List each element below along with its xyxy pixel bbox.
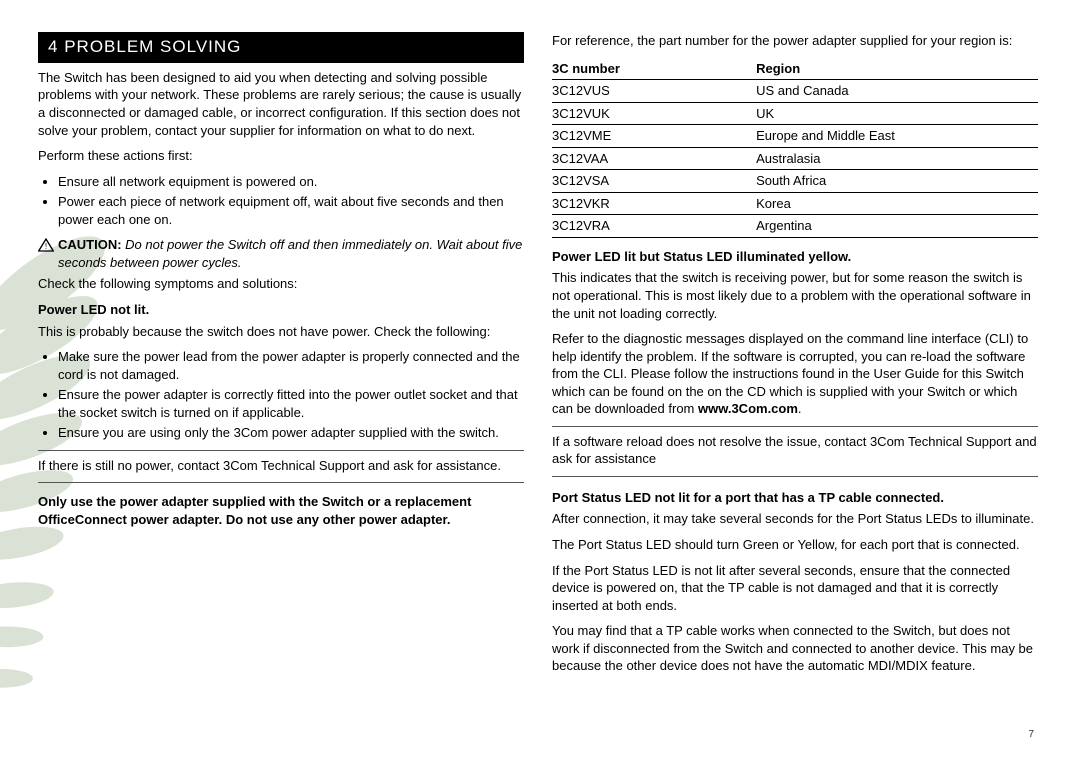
power-adapter-warning: Only use the power adapter supplied with… bbox=[38, 493, 524, 528]
page-number: 7 bbox=[1028, 728, 1034, 742]
symptom-1-text: This is probably because the switch does… bbox=[38, 323, 524, 341]
warning-triangle-icon: ! bbox=[38, 238, 54, 252]
table-row: 3C12VUKUK bbox=[552, 102, 1038, 125]
svg-text:!: ! bbox=[45, 242, 47, 251]
caution-text: CAUTION: Do not power the Switch off and… bbox=[58, 236, 524, 271]
symptom-3-p3: If the Port Status LED is not lit after … bbox=[552, 562, 1038, 615]
intro-paragraph: The Switch has been designed to aid you … bbox=[38, 69, 524, 139]
list-item: Ensure all network equipment is powered … bbox=[58, 173, 524, 191]
list-item: Ensure the power adapter is correctly fi… bbox=[58, 386, 524, 421]
divider bbox=[38, 482, 524, 483]
first-actions-list: Ensure all network equipment is powered … bbox=[44, 173, 524, 229]
symptom-3-p1: After connection, it may take several se… bbox=[552, 510, 1038, 528]
symptom-2-title: Power LED lit but Status LED illuminated… bbox=[552, 248, 1038, 266]
table-row: 3C12VMEEurope and Middle East bbox=[552, 125, 1038, 148]
symptom-2-p2: Refer to the diagnostic messages display… bbox=[552, 330, 1038, 418]
symptom-3-p2: The Port Status LED should turn Green or… bbox=[552, 536, 1038, 554]
caution-label: CAUTION: bbox=[58, 237, 122, 252]
url-text: www.3Com.com bbox=[698, 401, 798, 416]
list-item: Power each piece of network equipment of… bbox=[58, 193, 524, 228]
reference-line: For reference, the part number for the p… bbox=[552, 32, 1038, 50]
symptom-2-p1: This indicates that the switch is receiv… bbox=[552, 269, 1038, 322]
divider bbox=[38, 450, 524, 451]
section-title: PROBLEM SOLVING bbox=[64, 37, 241, 56]
list-item: Make sure the power lead from the power … bbox=[58, 348, 524, 383]
divider bbox=[552, 476, 1038, 477]
symptom-3-p4: You may find that a TP cable works when … bbox=[552, 622, 1038, 675]
page-content: 4 PROBLEM SOLVING The Switch has been de… bbox=[0, 0, 1080, 683]
symptom-3-title: Port Status LED not lit for a port that … bbox=[552, 489, 1038, 507]
table-row: 3C12VKRKorea bbox=[552, 192, 1038, 215]
symptom-1-title: Power LED not lit. bbox=[38, 301, 524, 319]
right-column: For reference, the part number for the p… bbox=[552, 32, 1038, 683]
perform-first-line: Perform these actions first: bbox=[38, 147, 524, 165]
section-number: 4 bbox=[48, 37, 58, 56]
table-row: 3C12VUSUS and Canada bbox=[552, 80, 1038, 103]
table-header: 3C number bbox=[552, 58, 756, 80]
table-row: 3C12VRAArgentina bbox=[552, 215, 1038, 238]
list-item: Ensure you are using only the 3Com power… bbox=[58, 424, 524, 442]
table-row: 3C12VSASouth Africa bbox=[552, 170, 1038, 193]
divider bbox=[552, 426, 1038, 427]
symptom-2-p3: If a software reload does not resolve th… bbox=[552, 433, 1038, 468]
check-line: Check the following symptoms and solutio… bbox=[38, 275, 524, 293]
left-column: 4 PROBLEM SOLVING The Switch has been de… bbox=[38, 32, 524, 683]
table-header: Region bbox=[756, 58, 1038, 80]
table-row: 3C12VAAAustralasia bbox=[552, 147, 1038, 170]
caution-body: Do not power the Switch off and then imm… bbox=[58, 237, 522, 270]
region-table: 3C number Region 3C12VUSUS and Canada 3C… bbox=[552, 58, 1038, 238]
symptom-1-after: If there is still no power, contact 3Com… bbox=[38, 457, 524, 475]
caution-block: ! CAUTION: Do not power the Switch off a… bbox=[38, 236, 524, 271]
symptom-1-list: Make sure the power lead from the power … bbox=[44, 348, 524, 442]
section-heading: 4 PROBLEM SOLVING bbox=[38, 32, 524, 63]
